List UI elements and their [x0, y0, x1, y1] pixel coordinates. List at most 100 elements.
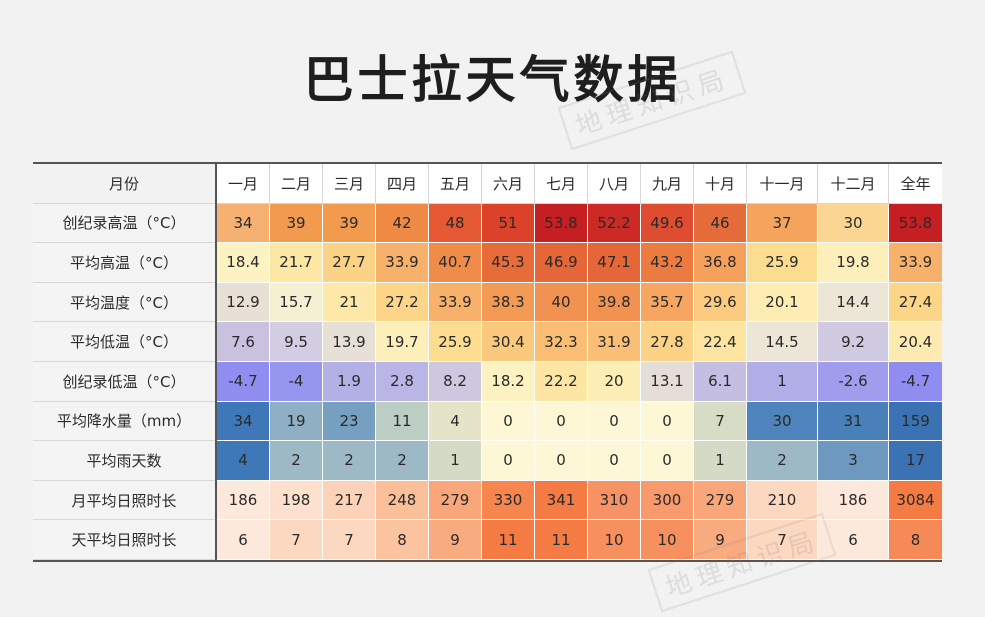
column-header: 二月 — [269, 164, 323, 204]
data-cell: 25.9 — [746, 242, 818, 283]
data-cell: 0 — [534, 401, 588, 442]
data-cell: 13.9 — [322, 321, 376, 362]
column-header: 一月 — [215, 164, 270, 204]
data-cell: 14.5 — [746, 321, 818, 362]
data-cell: 19.7 — [375, 321, 429, 362]
data-cell: 29.6 — [693, 282, 747, 323]
data-cell: 217 — [322, 480, 376, 521]
data-cell: 33.9 — [888, 242, 942, 283]
data-cell: 7.6 — [215, 321, 270, 362]
data-cell: 1 — [693, 440, 747, 481]
data-cell: 341 — [534, 480, 588, 521]
data-cell: 47.1 — [587, 242, 641, 283]
row-label: 月平均日照时长 — [33, 480, 217, 521]
column-header: 六月 — [481, 164, 535, 204]
data-cell: 0 — [481, 401, 535, 442]
data-cell: 52.2 — [587, 203, 641, 244]
data-cell: 53.8 — [888, 203, 942, 244]
row-label: 平均高温（°C） — [33, 242, 217, 283]
data-cell: 10 — [640, 519, 694, 560]
column-header: 四月 — [375, 164, 429, 204]
data-cell: 23 — [322, 401, 376, 442]
page-title: 巴士拉天气数据 — [303, 51, 682, 109]
row-label: 天平均日照时长 — [33, 519, 217, 560]
data-cell: 186 — [817, 480, 889, 521]
data-cell: 27.2 — [375, 282, 429, 323]
row-label: 平均雨天数 — [33, 440, 217, 481]
column-header: 七月 — [534, 164, 588, 204]
data-cell: 7 — [693, 401, 747, 442]
data-cell: 33.9 — [428, 282, 482, 323]
data-cell: 8 — [888, 519, 942, 560]
table-row: 月平均日照时长 186 198 217 248 279 330 341 310 300 279 210… — [33, 480, 942, 521]
column-header: 十月 — [693, 164, 747, 204]
column-header: 九月 — [640, 164, 694, 204]
data-cell: 49.6 — [640, 203, 694, 244]
data-cell: 6.1 — [693, 361, 747, 402]
data-cell: 3084 — [888, 480, 942, 521]
row-label: 创纪录低温（°C） — [33, 361, 217, 402]
data-cell: 42 — [375, 203, 429, 244]
data-cell: 159 — [888, 401, 942, 442]
data-cell: 30.4 — [481, 321, 535, 362]
data-cell: -4.7 — [215, 361, 270, 402]
data-cell: -4 — [269, 361, 323, 402]
data-cell: 279 — [428, 480, 482, 521]
data-cell: 11 — [481, 519, 535, 560]
data-cell: 2 — [322, 440, 376, 481]
column-header: 三月 — [322, 164, 376, 204]
header-row: 月份 一月 二月 三月 四月 五月 六月 七月 八月 九月 十月 十一月 十二月 全年 — [33, 164, 942, 204]
data-cell: 20.4 — [888, 321, 942, 362]
data-cell: 31 — [817, 401, 889, 442]
data-cell: 21 — [322, 282, 376, 323]
data-cell: 186 — [215, 480, 270, 521]
data-cell: 18.4 — [215, 242, 270, 283]
data-cell: 0 — [587, 440, 641, 481]
data-cell: 17 — [888, 440, 942, 481]
data-cell: 14.4 — [817, 282, 889, 323]
data-cell: 34 — [215, 203, 270, 244]
data-cell: 40.7 — [428, 242, 482, 283]
data-cell: 310 — [587, 480, 641, 521]
data-cell: 25.9 — [428, 321, 482, 362]
data-cell: 8 — [375, 519, 429, 560]
data-cell: 38.3 — [481, 282, 535, 323]
data-cell: 3 — [817, 440, 889, 481]
climate-table-container: 月份 一月 二月 三月 四月 五月 六月 七月 八月 九月 十月 十一月 十二月 全年 创纪录高温（°C… — [33, 162, 942, 562]
data-cell: 45.3 — [481, 242, 535, 283]
column-header: 十二月 — [817, 164, 889, 204]
data-cell: 330 — [481, 480, 535, 521]
table-row: 平均低温（°C） 7.6 9.5 13.9 19.7 25.9 30.4 32.3 31.9 27… — [33, 321, 942, 362]
data-cell: 36.8 — [693, 242, 747, 283]
data-cell: 46 — [693, 203, 747, 244]
column-header: 全年 — [888, 164, 942, 204]
data-cell: 210 — [746, 480, 818, 521]
data-cell: 19 — [269, 401, 323, 442]
data-cell: 9.2 — [817, 321, 889, 362]
data-cell: 43.2 — [640, 242, 694, 283]
data-cell: 9 — [693, 519, 747, 560]
data-cell: 35.7 — [640, 282, 694, 323]
data-cell: 1 — [428, 440, 482, 481]
data-cell: 39 — [322, 203, 376, 244]
row-label: 平均温度（°C） — [33, 282, 217, 323]
data-cell: 18.2 — [481, 361, 535, 402]
data-cell: 11 — [534, 519, 588, 560]
data-cell: 198 — [269, 480, 323, 521]
data-cell: 1 — [746, 361, 818, 402]
table-row: 平均降水量（mm） 34 19 23 11 4 0 0 0 0 7 30 31 159 — [33, 401, 942, 442]
data-cell: 33.9 — [375, 242, 429, 283]
data-cell: 39 — [269, 203, 323, 244]
data-cell: 11 — [375, 401, 429, 442]
data-cell: 0 — [640, 401, 694, 442]
data-cell: 46.9 — [534, 242, 588, 283]
column-header: 五月 — [428, 164, 482, 204]
data-cell: 1.9 — [322, 361, 376, 402]
column-header: 十一月 — [746, 164, 818, 204]
data-cell: 300 — [640, 480, 694, 521]
data-cell: 279 — [693, 480, 747, 521]
column-header: 八月 — [587, 164, 641, 204]
data-cell: 51 — [481, 203, 535, 244]
data-cell: 12.9 — [215, 282, 270, 323]
data-cell: 7 — [746, 519, 818, 560]
